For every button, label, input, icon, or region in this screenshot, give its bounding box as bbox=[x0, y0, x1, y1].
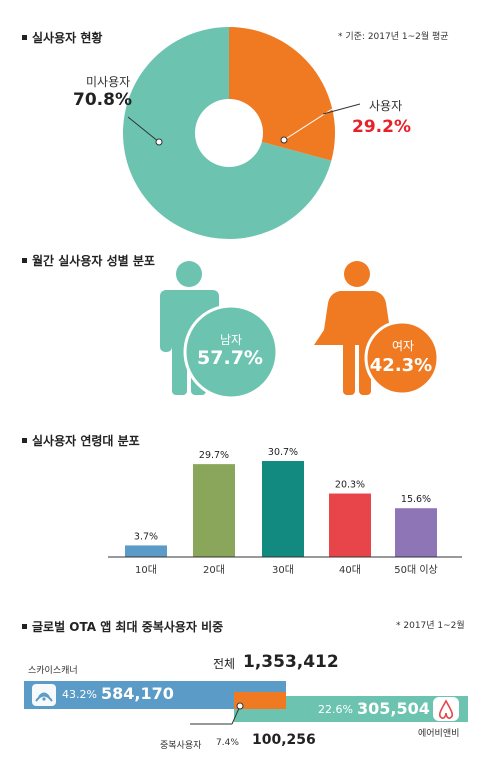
bar-value-label-0: 3.7% bbox=[134, 531, 158, 542]
gender-female-circle bbox=[364, 320, 440, 396]
pointer-users-ext bbox=[322, 103, 361, 115]
pointer-users bbox=[283, 103, 341, 141]
bar-value-label-4: 15.6% bbox=[401, 494, 431, 505]
section-title-users: 실사용자 현황 bbox=[22, 29, 102, 46]
airbnb-pct: 22.6% bbox=[318, 703, 353, 716]
female-figure-icon bbox=[314, 261, 400, 395]
skyscanner-value: 584,170 bbox=[101, 684, 174, 703]
pointer-nonusers bbox=[127, 116, 160, 143]
airbnb-name: 에어비앤비 bbox=[418, 729, 460, 739]
male-value: 57.7% bbox=[197, 347, 263, 369]
total-label: 전체 bbox=[213, 657, 236, 671]
gender-male-circle bbox=[183, 304, 279, 400]
section-title-age: 실사용자 연령대 분포 bbox=[22, 432, 140, 449]
bar-0 bbox=[125, 545, 167, 557]
bar-value-label-2: 30.7% bbox=[268, 447, 298, 458]
skyscanner-pct: 43.2% bbox=[62, 688, 97, 701]
bar-4 bbox=[395, 508, 437, 557]
skyscanner-logo-icon bbox=[32, 684, 56, 706]
skyscanner-name: 스카이스캐너 bbox=[28, 666, 78, 676]
pointer-dot-nonusers bbox=[155, 138, 163, 146]
male-label: 남자 bbox=[219, 333, 243, 347]
bar-value-label-3: 20.3% bbox=[335, 480, 365, 491]
value-users: 29.2% bbox=[352, 117, 411, 137]
note-users: * 기준: 2017년 1~2월 평균 bbox=[338, 32, 449, 42]
female-label: 여자 bbox=[391, 339, 415, 353]
section-title-global: 글로벌 OTA 앱 최대 중복사용자 비중 bbox=[22, 618, 223, 635]
bar-category-label-3: 40대 bbox=[339, 564, 361, 576]
overlap-pct: 7.4% bbox=[216, 738, 239, 748]
pie-hole bbox=[195, 99, 263, 167]
bar-category-label-1: 20대 bbox=[203, 564, 225, 576]
age-bar-chart: 3.7% 10대 29.7% 20대 30.7% 30대 20.3% 40대 15.6% 50대 … bbox=[125, 447, 438, 576]
note-global: * 2017년 1~2월 bbox=[396, 621, 465, 631]
bar-category-label-0: 10대 bbox=[135, 564, 157, 576]
airbnb-logo-icon bbox=[433, 697, 459, 721]
overlap-name: 중복사용자 bbox=[160, 741, 202, 751]
section-title-gender: 월간 실사용자 성별 분포 bbox=[22, 252, 155, 269]
label-nonusers: 미사용자 bbox=[86, 75, 131, 89]
label-users: 사용자 bbox=[369, 99, 403, 113]
bar-3 bbox=[329, 493, 371, 557]
total-value: 1,353,412 bbox=[243, 652, 339, 672]
pointer-dot-users bbox=[280, 136, 288, 144]
female-value: 42.3% bbox=[369, 355, 433, 376]
airbnb-value: 305,504 bbox=[357, 699, 430, 718]
bar-1 bbox=[193, 464, 235, 557]
bar-2 bbox=[262, 461, 304, 557]
overlap-dot bbox=[236, 702, 244, 710]
overlap-value: 100,256 bbox=[252, 732, 316, 748]
bar-value-label-1: 29.7% bbox=[199, 450, 229, 461]
bar-category-label-4: 50대 이상 bbox=[394, 564, 438, 576]
bar-category-label-2: 30대 bbox=[272, 564, 294, 576]
value-nonusers: 70.8% bbox=[73, 90, 132, 110]
overlap-bar bbox=[234, 692, 286, 709]
